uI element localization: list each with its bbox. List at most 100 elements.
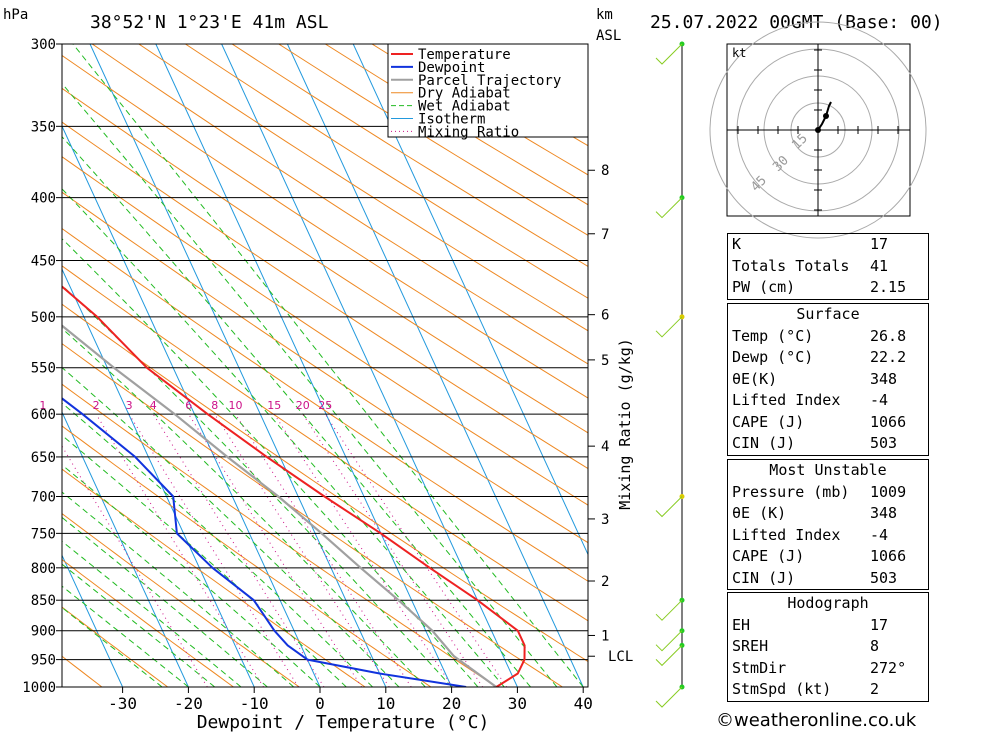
pressure-tick-label: 500 [31,310,56,326]
row-value: 8 [870,637,880,655]
hodograph-unit: kt [732,46,746,60]
row-value: 503 [870,568,898,587]
row-value: -4 [870,525,889,544]
legend-label: Dry Adiabat [418,86,511,102]
row-label: Lifted Index [732,391,841,409]
pressure-unit-label: hPa [3,7,28,23]
mixing-ratio-line [95,413,264,687]
mixing-ratio-label: 10 [228,399,242,412]
wet-adiabat-line [62,402,373,687]
dry-adiabat-line [62,468,366,687]
pressure-tick-label: 1000 [22,680,56,696]
row-value: 17 [870,235,889,253]
row-value: 1066 [870,412,907,431]
mixing-ratio-label: 3 [126,399,133,412]
legend-box [387,43,589,138]
row-label: CIN (J) [732,568,796,587]
km-tick-label: 7 [601,227,609,243]
hodograph-row: SREH 8 [728,636,928,658]
x-tick-label: -30 [108,694,137,713]
isotherm-line [155,44,453,687]
wet-adiabat-line [62,136,531,687]
hodograph-point [823,113,829,119]
km-tick-label: 4 [601,439,609,455]
row-label: StmSpd (kt) [732,680,832,698]
isotherm-line [62,554,124,687]
legend-label: Temperature [418,47,511,63]
hodograph-point [815,127,821,133]
pressure-tick-label: 650 [31,450,56,466]
dry-adiabat-line [62,513,300,687]
dry-adiabat-line [62,606,168,687]
row-label: SREH [732,637,769,655]
wind-barb [655,197,683,219]
pressure-tick-label: 700 [31,490,56,506]
dewpoint-profile [62,397,467,687]
index-row: Totals Totals 41 [728,256,928,278]
axes: 1 2 3 4 6 8 10 15 20 2530035040045050055060065070… [3,7,943,733]
mixing-ratio-label: 25 [318,399,332,412]
isotherm-line [352,44,588,556]
km-tick-label: 8 [601,163,609,179]
wind-barb [655,43,683,65]
isotherm-line [62,267,255,687]
wet-adiabat-line [62,540,242,687]
table-title: Most Unstable [769,461,887,479]
row-value: 2 [870,680,880,698]
hodograph-table: Hodograph EH 17 SREH 8 StmDir 272° StmSpd (kt) 2 [727,592,929,702]
legend-label: Isotherm [418,112,485,128]
mixing-ratio-label: 6 [185,399,192,412]
km-unit-label: km [596,7,613,23]
x-tick-label: 0 [315,694,325,713]
x-axis-label: Dewpoint / Temperature (°C) [197,712,490,733]
km-tick-label: 5 [601,353,609,369]
pressure-tick-label: 550 [31,361,56,377]
wind-barb [655,630,683,652]
wind-barb [655,686,683,708]
row-value: 2.15 [870,278,907,296]
table-title: Hodograph [787,594,869,612]
pressure-tick-label: 750 [31,526,56,542]
legend-label: Parcel Trajectory [418,73,561,89]
dry-adiabat-line [231,44,588,267]
row-label: Pressure (mb) [732,482,850,501]
dry-adiabat-line [62,87,588,434]
hodograph-ring [709,21,927,239]
dry-adiabat-line [62,227,588,582]
wind-barb [655,316,683,338]
row-label: CIN (J) [732,434,796,452]
wet-adiabat-line [62,516,268,687]
table-title: Surface [796,305,860,323]
dry-adiabat-line [62,425,432,687]
mixing-ratio-line [62,445,208,687]
x-tick-label: -10 [240,694,269,713]
wet-adiabat-line [62,327,426,687]
pressure-tick-label: 900 [31,624,56,640]
row-value: 41 [870,256,889,275]
most-unstable-row: CIN (J) 503 [728,568,928,590]
wind-barb [655,599,683,621]
km-tick-label: 3 [601,512,609,528]
km-tick-label: 2 [601,574,609,590]
mixing-ratio-label: 8 [211,399,218,412]
x-tick-label: 40 [574,694,593,713]
wet-adiabat-line [62,188,505,687]
row-value: 1009 [870,482,907,501]
row-label: CAPE (J) [732,547,805,565]
x-tick-label: 20 [442,694,461,713]
row-label: EH [732,615,751,634]
surface-row: CIN (J) 503 [728,433,928,455]
index-row: K 17 [728,234,928,256]
row-label: Totals Totals [732,256,850,275]
hodograph-row: EH 17 [728,615,928,637]
mixing-ratio-label: 20 [296,399,310,412]
mixing-ratio-label: 1 [39,399,46,412]
dry-adiabat-line [91,44,588,365]
wind-barb [655,645,683,667]
isotherm-line [62,411,189,687]
row-value: 26.8 [870,326,907,345]
most-unstable-row: Pressure (mb) 1009 [728,482,928,504]
x-tick-label: 10 [376,694,395,713]
